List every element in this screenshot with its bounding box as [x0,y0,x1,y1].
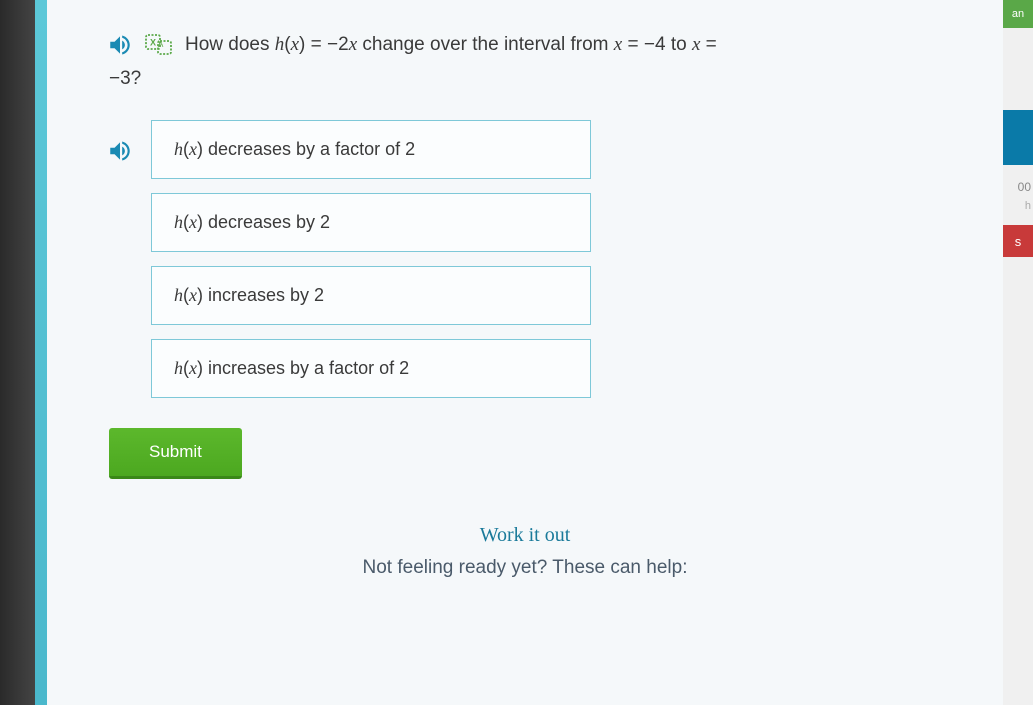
help-prompt-text: Not feeling ready yet? These can help: [107,557,943,579]
translate-icon[interactable]: X A [145,32,173,56]
question-text-line1: How does h(x) = −2x change over the inte… [185,30,717,60]
red-badge[interactable]: s [1003,225,1033,257]
work-it-out-link[interactable]: Work it out [107,524,943,547]
app-frame: X A How does h(x) = −2x change over the … [0,0,1033,705]
speaker-icon[interactable] [107,32,133,58]
footer-help-area: Work it out Not feeling ready yet? These… [107,524,943,579]
green-badge[interactable]: an [1003,0,1033,28]
sidebar-text: 00 [1018,180,1031,194]
sidebar-text: h [1025,200,1031,212]
left-dark-border [0,0,35,705]
left-accent-border [35,0,47,705]
answer-option[interactable]: h(x) increases by a factor of 2 [151,339,591,398]
answer-option[interactable]: h(x) decreases by 2 [151,193,591,252]
answer-option[interactable]: h(x) increases by 2 [151,266,591,325]
svg-text:X: X [150,38,156,48]
answer-option[interactable]: h(x) decreases by a factor of 2 [151,120,591,179]
options-section: h(x) decreases by a factor of 2 h(x) dec… [107,120,943,398]
question-text-line2: −3? [109,68,943,90]
main-content-panel: X A How does h(x) = −2x change over the … [47,0,1003,705]
speaker-icon[interactable] [107,138,133,164]
blue-badge[interactable] [1003,110,1033,165]
submit-button[interactable]: Submit [109,428,242,479]
right-sidebar: an 00 h s [1003,0,1033,705]
question-header-row: X A How does h(x) = −2x change over the … [107,30,943,60]
options-list: h(x) decreases by a factor of 2 h(x) dec… [151,120,591,398]
